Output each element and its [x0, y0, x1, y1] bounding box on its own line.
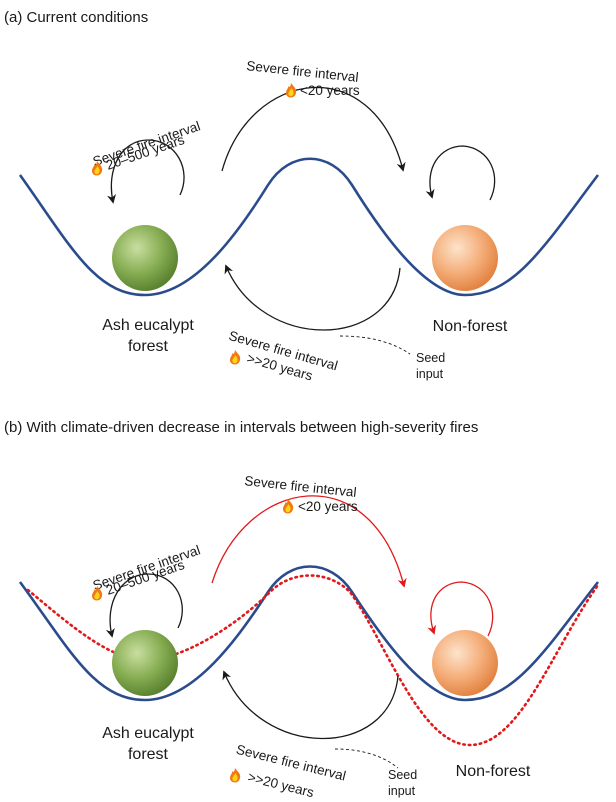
panel-a-nonforest-ball — [432, 225, 498, 291]
panel-a-nonforest-label: Non-forest — [433, 318, 508, 335]
panel-b-bottom-years-label: >>20 years — [246, 769, 315, 800]
flame-icon — [230, 768, 241, 783]
panel-b-title: (b) With climate-driven decrease in inte… — [4, 419, 478, 436]
panel-a-top-years-label: <20 years — [300, 83, 360, 98]
panel-b-top-interval-label: Severe fire interval — [244, 473, 358, 500]
panel-b-nonforest-ball — [432, 630, 498, 696]
panel-a-seed-label: Seed — [416, 351, 445, 365]
panel-a-title: (a) Current conditions — [4, 9, 148, 26]
panel-b-arrow-forest-to-nonforest — [211, 495, 407, 588]
panel-b-arrow-forest-self — [105, 573, 183, 638]
panel-a-arrow-nonforest-to-forest — [224, 264, 401, 331]
panel-a-forest-ball — [112, 225, 178, 291]
panel-a-top-interval-label: Severe fire interval — [246, 58, 360, 85]
panel-b-arrow-nonforest-to-forest — [222, 670, 399, 740]
panel-b-top-years-label: <20 years — [298, 499, 358, 514]
panel-a-forest-label-line1: Ash eucalypt — [102, 317, 194, 334]
panel-a-stability-landscape — [18, 157, 600, 297]
panel-a-input-label: input — [416, 367, 444, 381]
panel-b-input-label: input — [388, 784, 416, 798]
panel-b-nonforest-label: Non-forest — [456, 763, 531, 780]
panel-a-forest-label-line2: forest — [128, 338, 169, 355]
flame-icon — [230, 350, 241, 365]
panel-b-forest-label-line2: forest — [128, 746, 169, 763]
panel-b-seed-leader — [334, 748, 399, 769]
panel-b-arrow-nonforest-self — [427, 581, 494, 637]
panel-b-future-stability-landscape — [26, 574, 600, 747]
panel-b-forest-label-line1: Ash eucalypt — [102, 725, 194, 742]
panel-a-arrow-forest-self — [107, 139, 185, 204]
panel-a-arrow-forest-to-nonforest — [221, 86, 406, 172]
panel-b-seed-label: Seed — [388, 768, 417, 782]
panel-a-arrow-nonforest-self — [425, 145, 496, 201]
panel-a-seed-leader — [339, 335, 411, 355]
panel-b-forest-ball — [112, 630, 178, 696]
panel-b-stability-landscape — [18, 565, 600, 702]
flame-icon — [286, 83, 297, 98]
